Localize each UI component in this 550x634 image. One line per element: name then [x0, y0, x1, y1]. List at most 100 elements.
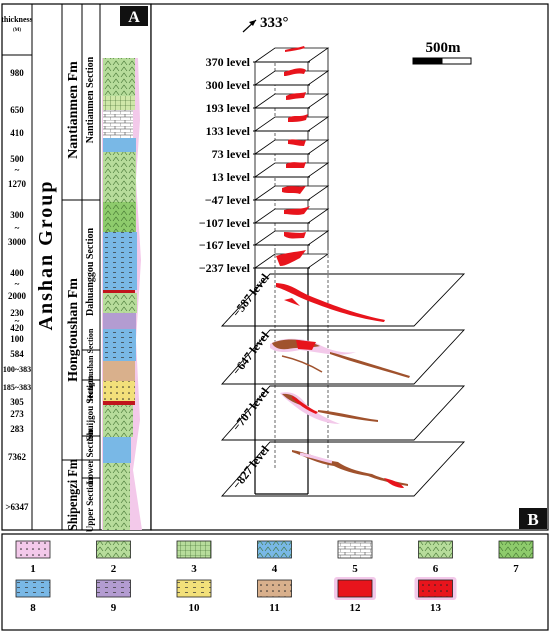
panel-b: 333° 500m 370 level 300 level 193 level 133…	[150, 3, 549, 531]
legend-item: 1	[15, 540, 51, 575]
formation-nantianmen: Nantianmen Fm	[66, 61, 81, 159]
level-label: 193 level	[206, 101, 251, 115]
thickness-value: 400	[10, 268, 24, 278]
legend-label: 5	[352, 563, 358, 575]
thickness-value: ~	[15, 223, 20, 233]
section-hongtoushan: Hongtoushan Section	[86, 328, 95, 401]
thickness-value: ~	[15, 165, 20, 175]
legend-item: 2	[96, 540, 131, 575]
ore-bodies-lower	[270, 283, 410, 488]
scale-bar	[412, 57, 443, 65]
level-slice: −237 level	[199, 250, 330, 275]
thickness-value: 584	[10, 349, 24, 359]
panel-b-label: B	[527, 510, 538, 529]
legend-item: 4	[257, 540, 292, 575]
level-slice: 73 level	[212, 139, 330, 161]
thickness-value: 283	[10, 424, 24, 434]
thickness-value: 650	[10, 105, 24, 115]
ore-body	[286, 92, 306, 100]
legend-label: 4	[272, 563, 278, 575]
ore-body	[276, 250, 306, 266]
legend-item: 7	[498, 540, 534, 575]
thickness-header: thickness	[1, 15, 33, 24]
scale-label: 500m	[426, 40, 462, 56]
section-nantianmen: Nantianmen Section	[85, 56, 96, 143]
thickness-value: 420	[10, 323, 24, 333]
level-slice: −167 level	[199, 230, 330, 252]
level-slice: 300 level	[206, 68, 330, 92]
panel-a-label-box	[120, 6, 148, 26]
thickness-value: ~	[15, 279, 20, 289]
level-slice: −107 level	[199, 206, 330, 230]
ore-body	[288, 139, 306, 146]
legend-label: 9	[111, 602, 117, 614]
section-dahuanggou: Dahuanggou Section	[85, 228, 96, 317]
legend-item: 8	[15, 579, 51, 614]
level-label: 300 level	[206, 78, 251, 92]
level-slice: 133 level	[206, 114, 330, 138]
ore-body	[285, 46, 305, 52]
thickness-value: 273	[10, 409, 24, 419]
level-label: −107 level	[199, 216, 251, 230]
thickness-value: 230	[10, 308, 24, 318]
legend-item: 6	[418, 540, 453, 575]
north-arrow-label: 333°	[260, 15, 289, 31]
legend-swatch	[337, 579, 373, 598]
legend-item: 3	[176, 540, 212, 575]
level-label: −167 level	[199, 238, 251, 252]
ore-body	[284, 232, 306, 239]
legend-label: 3	[191, 563, 197, 575]
section-upper: Upper Section	[85, 478, 95, 533]
level-label: 73 level	[212, 147, 251, 161]
level-slice: 13 level	[212, 162, 330, 184]
thickness-value: 3000	[8, 237, 27, 247]
thickness-value: 500	[10, 154, 24, 164]
legend-item: 12	[334, 577, 376, 614]
level-label: 13 level	[212, 170, 251, 184]
legend-item: 9	[96, 579, 131, 614]
legend-label: 13	[430, 602, 442, 614]
thickness-value: 7362	[8, 452, 27, 462]
section-shuijgou: Shuijgou Section	[85, 376, 95, 441]
legend-item: 5	[337, 540, 373, 575]
legend-label: 2	[111, 563, 117, 575]
thickness-unit: (M)	[13, 28, 21, 33]
formation-hongtoushan: Hongtoushan Fm	[66, 278, 81, 382]
panel-b-label-box	[519, 508, 547, 529]
legend-label: 1	[30, 563, 36, 575]
ore-body	[288, 114, 308, 122]
thickness-value: 100~383	[3, 365, 31, 374]
legend-label: 6	[433, 563, 439, 575]
legend-label: 10	[189, 602, 201, 614]
legend-item: 13	[414, 577, 457, 614]
lower-planes	[220, 273, 466, 497]
panel-a: thickness (M) 980650410500~1270300~30004…	[1, 3, 152, 533]
thickness-value: 185~383	[3, 383, 31, 392]
thickness-value: ~	[15, 316, 20, 326]
level-slices: 370 level 300 level 193 level 133 level 73 l…	[199, 46, 330, 275]
thickness-value: 410	[10, 128, 24, 138]
ore-body	[286, 162, 306, 168]
thickness-value: 2000	[8, 291, 27, 301]
thickness-value: 300	[10, 210, 24, 220]
formation-shipengzi: Shipengzi Fm	[66, 459, 81, 531]
ore-body	[282, 186, 306, 194]
level-label: 133 level	[206, 124, 251, 138]
legend-label: 11	[269, 602, 279, 614]
ore-body	[284, 68, 306, 76]
legend-label: 8	[30, 602, 36, 614]
panel-a-label: A	[128, 9, 140, 26]
thickness-value: 100	[10, 334, 24, 344]
thickness-values: 980650410500~1270300~3000400~2000230~420…	[3, 68, 31, 512]
legend-label: 12	[350, 602, 362, 614]
level-slice: 193 level	[206, 92, 330, 115]
lithology-column	[102, 58, 142, 530]
level-label: −237 level	[199, 261, 251, 275]
section-lower: Lower Section	[85, 429, 95, 484]
thickness-value: 1270	[8, 179, 27, 189]
ore-body	[284, 206, 310, 215]
level-slice: 370 level	[206, 46, 330, 69]
level-label: 370 level	[206, 55, 251, 69]
